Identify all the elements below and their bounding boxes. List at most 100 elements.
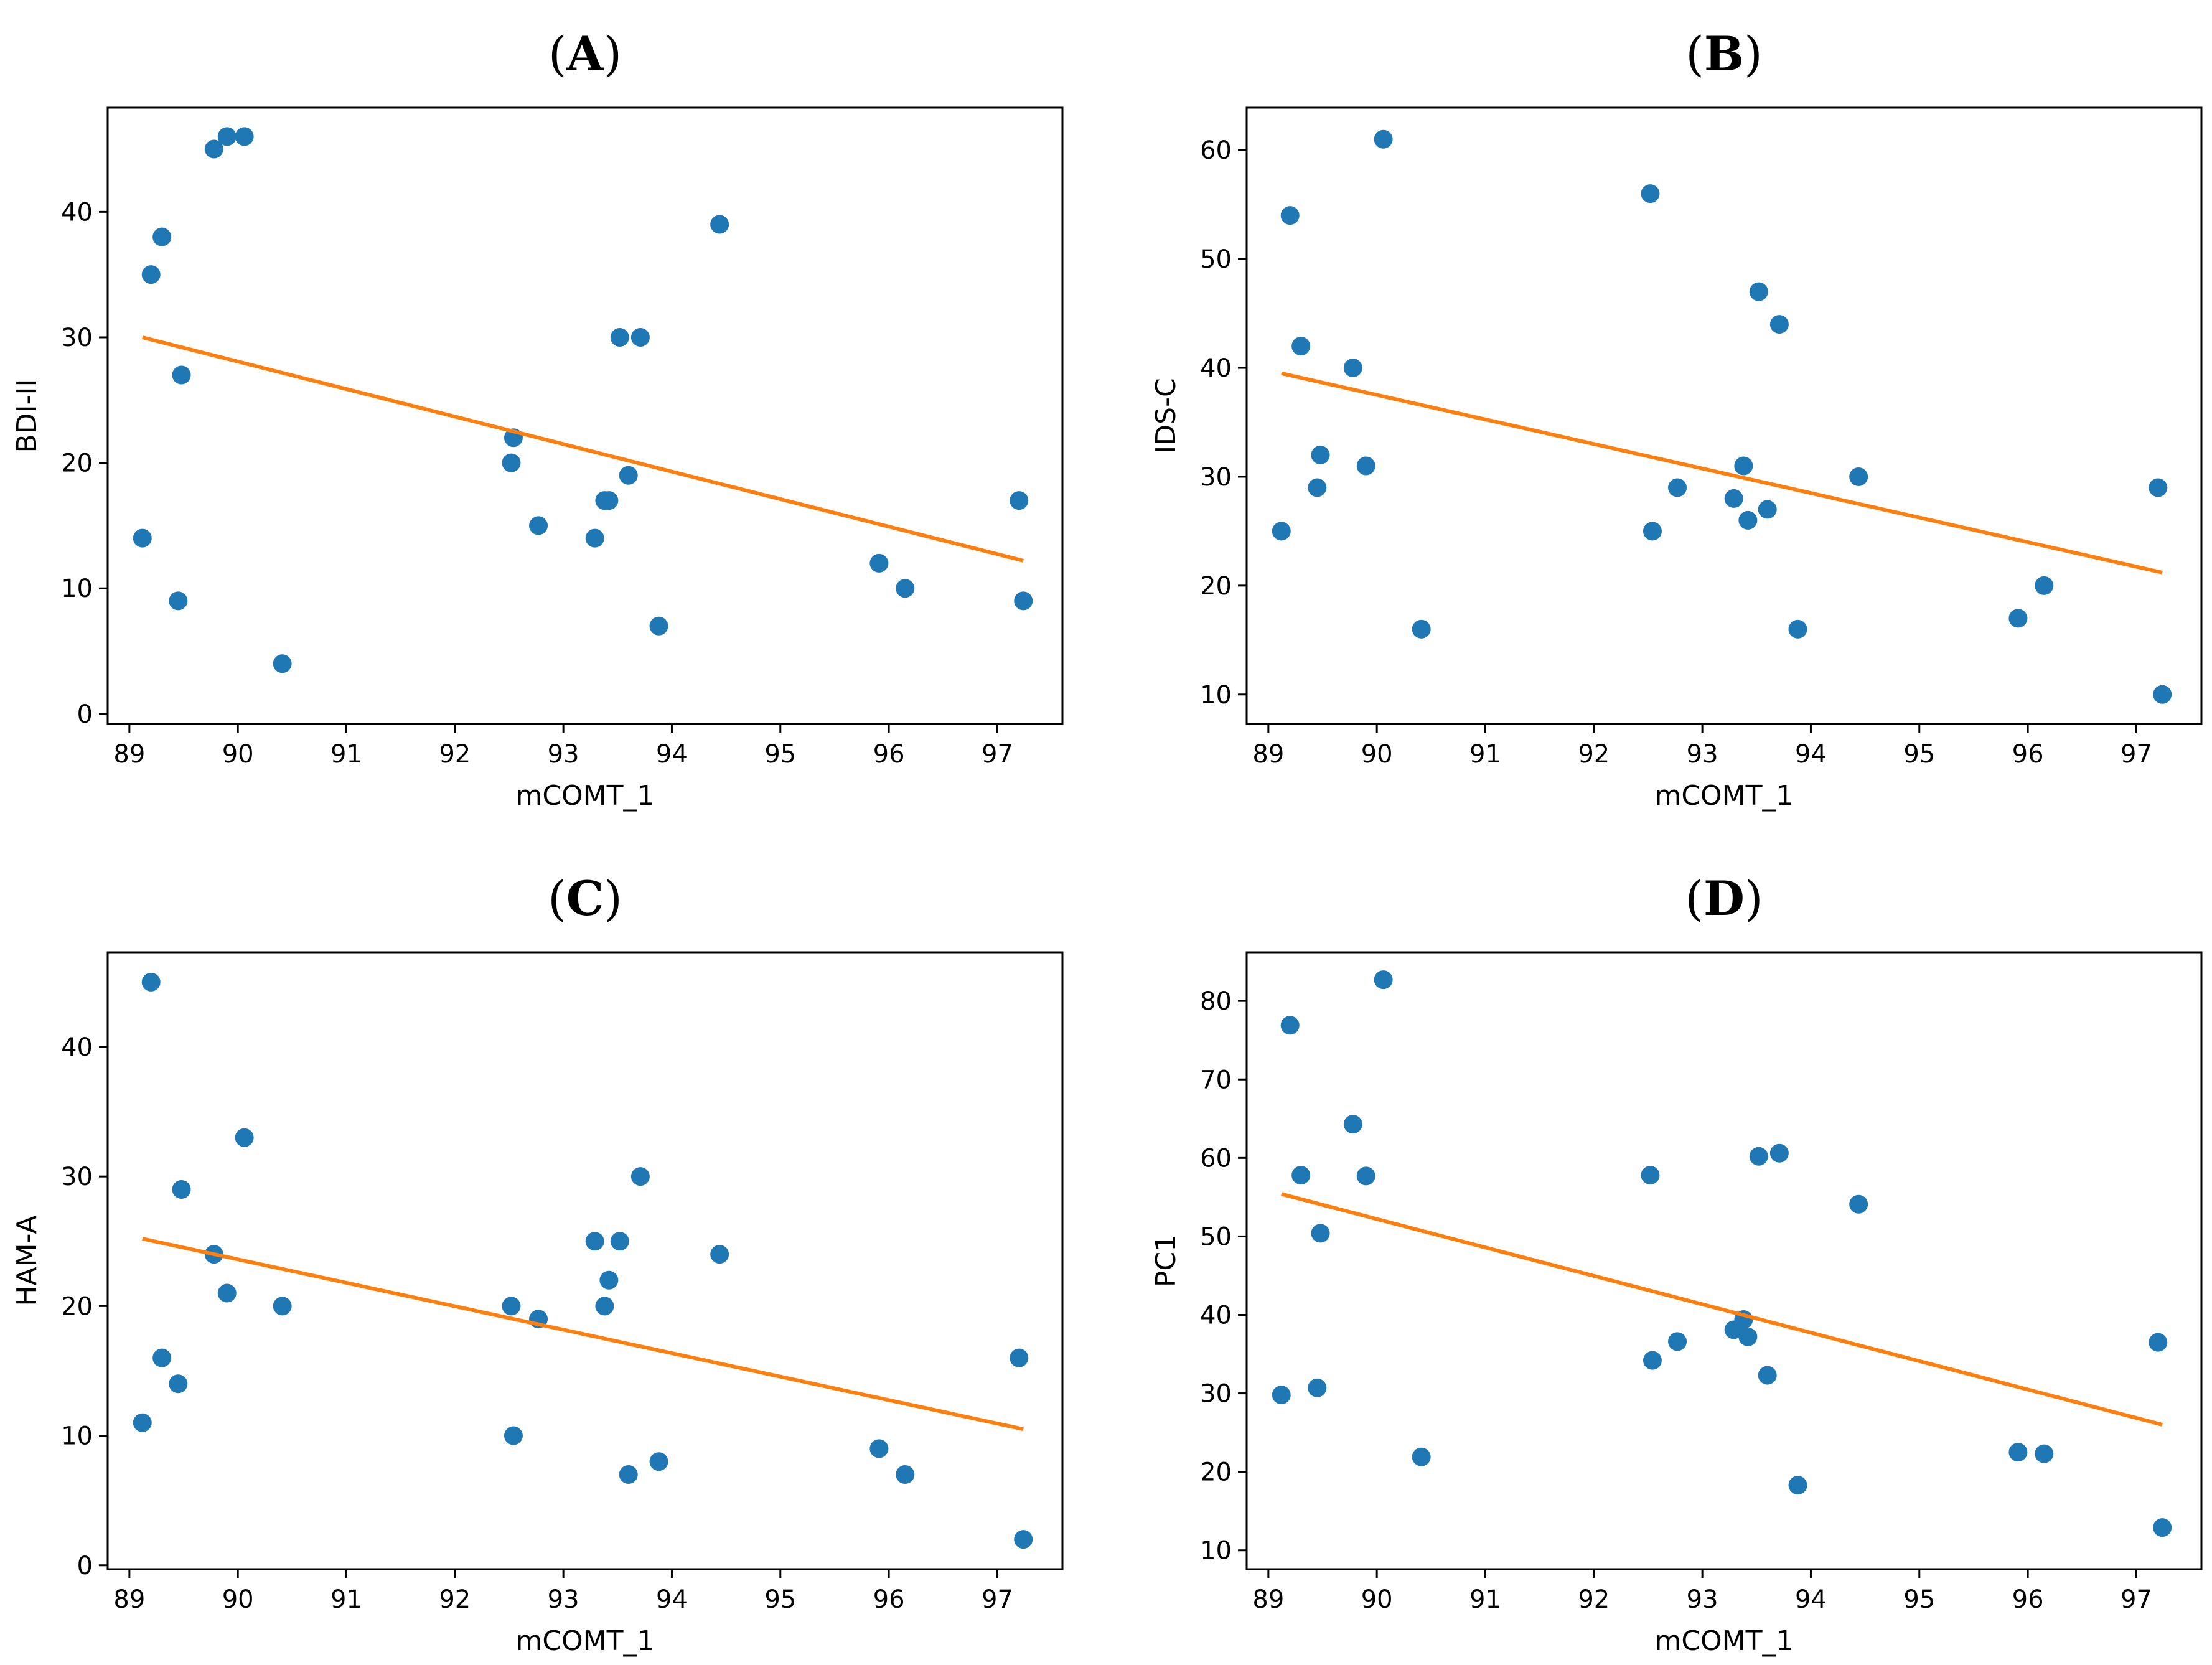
data-point [1724,489,1743,508]
x-tick-label: 90 [222,740,254,769]
data-point [1668,478,1687,497]
data-point [896,579,915,598]
y-tick-label: 0 [77,1552,93,1580]
data-point [1412,619,1431,639]
data-point [2149,478,2168,497]
data-point [504,1426,523,1445]
data-point [235,127,254,146]
data-point [585,528,604,548]
data-point [133,528,152,548]
panel-title: (A) [548,26,622,82]
data-point [619,1465,638,1484]
y-tick-label: 70 [1200,1066,1232,1094]
data-point [133,1413,152,1432]
data-point [2008,1443,2028,1462]
data-point [1738,1327,1758,1346]
data-point [2035,576,2054,595]
y-tick-label: 30 [1200,463,1232,492]
y-tick-label: 80 [1200,987,1232,1016]
data-point [710,215,729,234]
y-tick-label: 50 [1200,245,1232,274]
panel-title: (B) [1685,26,1763,82]
x-tick-label: 93 [1687,1585,1718,1614]
x-tick-label: 96 [873,1585,905,1614]
data-point [599,491,619,510]
y-axis-label: PC1 [1150,1234,1182,1287]
panel-c: (C) 89 90 91 92 93 94 95 96 97 0 10 20 30 40 mCOMT_1 HAM… [11,871,1064,1657]
x-tick-label: 89 [113,1585,145,1614]
panels: (A) 89 90 91 92 93 94 95 96 97 0 10 20 30 40 mCOMT_1 BDI… [11,26,2203,1657]
data-point [599,1270,619,1290]
data-point [1343,1115,1362,1134]
x-tick-label: 97 [982,740,1013,769]
data-point [235,1128,254,1147]
panel-letter: C [566,871,604,926]
y-tick-label: 30 [61,324,93,352]
data-point [649,1452,668,1471]
regression-line [1281,371,2163,575]
data-point [152,227,172,246]
panel-d: (D) 89 90 91 92 93 94 95 96 97 10 20 30 40 50 60 70 80 mCO… [1150,871,2203,1657]
data-point [1769,1143,1789,1163]
data-point [1849,467,1868,486]
panel-letter: D [1704,871,1745,926]
x-tick-label: 94 [1795,1585,1827,1614]
x-tick-label: 92 [1578,740,1610,769]
y-tick-label: 10 [61,575,93,603]
data-point [585,1232,604,1251]
data-point [172,365,191,385]
x-tick-label: 90 [1361,1585,1393,1614]
data-point [1291,1166,1311,1185]
regression-line [142,335,1024,563]
data-point [1010,491,1029,510]
panel-a: (A) 89 90 91 92 93 94 95 96 97 0 10 20 30 40 mCOMT_1 BDI… [11,26,1064,812]
x-tick-label: 92 [1578,1585,1610,1614]
panel-letter: A [566,26,604,82]
data-point [610,1232,629,1251]
data-point [1788,619,1807,639]
data-point [1643,522,1662,541]
x-tick-label: 91 [1469,740,1501,769]
data-point [502,453,521,472]
data-point [1356,1166,1375,1186]
data-point [529,516,548,535]
x-tick-label: 96 [2012,740,2044,769]
y-axis-label: BDI-II [11,379,43,453]
x-tick-label: 95 [1903,740,1935,769]
data-point [141,265,161,284]
x-tick-label: 93 [548,1585,579,1614]
y-tick-label: 40 [1200,1301,1232,1330]
y-tick-label: 10 [1200,681,1232,710]
y-tick-label: 20 [61,449,93,478]
x-tick-label: 89 [1252,740,1284,769]
data-point [1849,1194,1868,1214]
x-tick-label: 94 [656,1585,688,1614]
panel-title: (C) [548,871,622,926]
x-tick-label: 93 [1687,740,1718,769]
y-tick-label: 60 [1200,1144,1232,1173]
data-point [1280,206,1300,225]
data-point [1272,1386,1291,1405]
data-point [217,1283,237,1303]
data-point [273,1297,292,1316]
data-point [1272,522,1291,541]
data-point [502,1297,521,1316]
data-point [2035,1444,2054,1463]
y-tick-label: 40 [1200,354,1232,383]
x-tick-label: 97 [2121,740,2152,769]
y-tick-label: 10 [1200,1537,1232,1565]
x-tick-label: 89 [1252,1585,1284,1614]
x-tick-label: 92 [439,1585,471,1614]
x-tick-label: 97 [2121,1585,2152,1614]
data-point [1010,1348,1029,1367]
x-tick-label: 94 [656,740,688,769]
data-point [2153,1518,2172,1537]
axes-frame [106,951,1064,1570]
data-point [1311,1224,1330,1243]
x-axis-label: mCOMT_1 [515,1625,654,1657]
y-axis-label: IDS-C [1150,378,1182,453]
data-point [1758,1366,1777,1385]
y-tick-label: 30 [1200,1380,1232,1409]
y-tick-label: 10 [61,1422,93,1451]
data-point [649,616,668,636]
